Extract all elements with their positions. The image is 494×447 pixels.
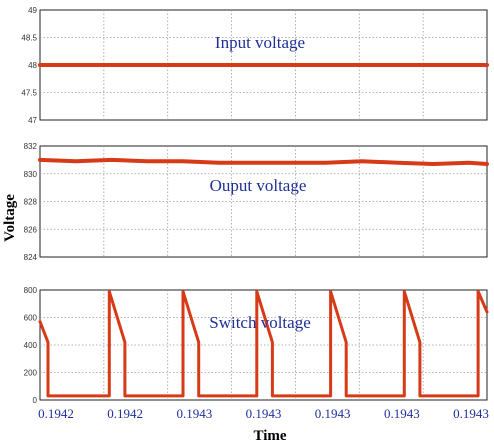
y-tick-label-1: 48 bbox=[28, 61, 37, 70]
y-tick-label-1: 49 bbox=[28, 6, 37, 15]
series-line-3-1 bbox=[38, 289, 489, 398]
x-tick-label: 0.1942 bbox=[38, 406, 74, 421]
y-tick-label-1: 47.5 bbox=[21, 89, 37, 98]
y-tick-label-3: 600 bbox=[24, 314, 38, 323]
y-tick-label-2: 832 bbox=[24, 142, 38, 151]
y-tick-label-2: 826 bbox=[24, 225, 38, 234]
y-tick-label-2: 824 bbox=[24, 253, 38, 262]
y-tick-label-2: 830 bbox=[24, 170, 38, 179]
x-tick-label: 0.1943 bbox=[384, 406, 420, 421]
y-axis-title: Voltage bbox=[2, 194, 18, 242]
panel-annotation-3: Switch voltage bbox=[209, 313, 311, 332]
y-tick-label-3: 0 bbox=[33, 396, 38, 405]
panel-annotation-2: Ouput voltage bbox=[210, 176, 307, 195]
panel-annotation-1: Input voltage bbox=[215, 33, 305, 52]
x-tick-label: 0.1943 bbox=[176, 406, 212, 421]
x-tick-label: 0.1942 bbox=[107, 406, 143, 421]
y-tick-label-3: 800 bbox=[24, 286, 38, 295]
x-axis-title: Time bbox=[253, 428, 286, 444]
y-tick-label-3: 200 bbox=[24, 369, 38, 378]
y-tick-label-3: 400 bbox=[24, 341, 38, 350]
x-tick-label: 0.1943 bbox=[453, 406, 489, 421]
y-tick-label-2: 828 bbox=[24, 198, 38, 207]
series-line-2-1 bbox=[38, 157, 489, 166]
y-tick-label-1: 48.5 bbox=[21, 34, 37, 43]
y-tick-label-1: 47 bbox=[28, 116, 37, 125]
x-tick-label: 0.1943 bbox=[315, 406, 351, 421]
x-tick-label: 0.1943 bbox=[246, 406, 282, 421]
